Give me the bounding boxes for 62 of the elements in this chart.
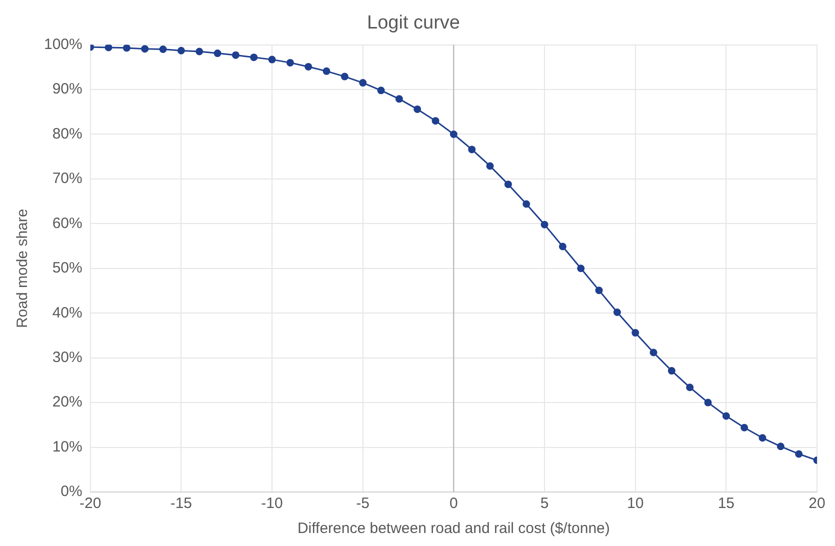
point (722, 412, 730, 420)
point (468, 146, 476, 154)
x-tick-label: 5 (540, 495, 549, 512)
point (668, 367, 676, 375)
point (340, 72, 348, 80)
y-tick-label: 10% (52, 438, 82, 456)
x-tick-label: 15 (718, 495, 735, 512)
x-tick-label: 0 (450, 495, 458, 512)
point (432, 117, 440, 125)
y-tick-label: 0% (60, 483, 82, 500)
point (395, 95, 403, 103)
y-axis-title: Road mode share (14, 208, 32, 328)
x-tick-label: -15 (170, 495, 192, 512)
point (304, 62, 312, 70)
point (595, 286, 603, 294)
point (286, 58, 294, 66)
point (141, 45, 149, 53)
x-tick-label: -10 (261, 495, 283, 512)
point (250, 54, 258, 62)
point (650, 348, 658, 356)
y-tick-label: 80% (52, 125, 82, 142)
point (776, 442, 784, 450)
y-tick-label: 30% (52, 348, 82, 366)
point (558, 242, 566, 250)
point (232, 51, 240, 59)
point (632, 329, 640, 337)
point (159, 46, 167, 54)
point (196, 48, 204, 56)
point (322, 67, 330, 75)
point (540, 220, 548, 228)
point (686, 384, 694, 392)
chart-title: Logit curve (367, 12, 460, 34)
y-tick-label: 60% (52, 214, 82, 232)
point (359, 79, 367, 87)
point (122, 44, 130, 52)
point (414, 105, 422, 113)
x-tick-label: 10 (626, 495, 644, 512)
point (795, 450, 803, 458)
x-tick-label: -5 (356, 495, 370, 512)
x-tick-label: 20 (808, 495, 826, 512)
y-tick-label: 100% (44, 36, 82, 53)
point (740, 424, 748, 432)
x-axis-title: Difference between road and rail cost ($/tonne) (297, 520, 610, 538)
point (577, 264, 585, 272)
y-tick-label: 90% (52, 80, 82, 98)
point (377, 86, 385, 94)
y-tick-label: 20% (52, 394, 82, 411)
y-tick-label: 40% (52, 304, 82, 322)
point (613, 308, 621, 316)
point (704, 398, 712, 406)
point (522, 200, 530, 208)
x-tick-label: -20 (80, 495, 102, 512)
point (504, 180, 512, 188)
point (268, 56, 276, 64)
point (486, 162, 494, 170)
point (450, 130, 458, 138)
point (758, 434, 766, 442)
point (214, 50, 222, 58)
point (177, 46, 185, 54)
point (104, 44, 112, 52)
y-tick-label: 50% (52, 260, 82, 277)
y-tick-label: 70% (52, 170, 82, 188)
